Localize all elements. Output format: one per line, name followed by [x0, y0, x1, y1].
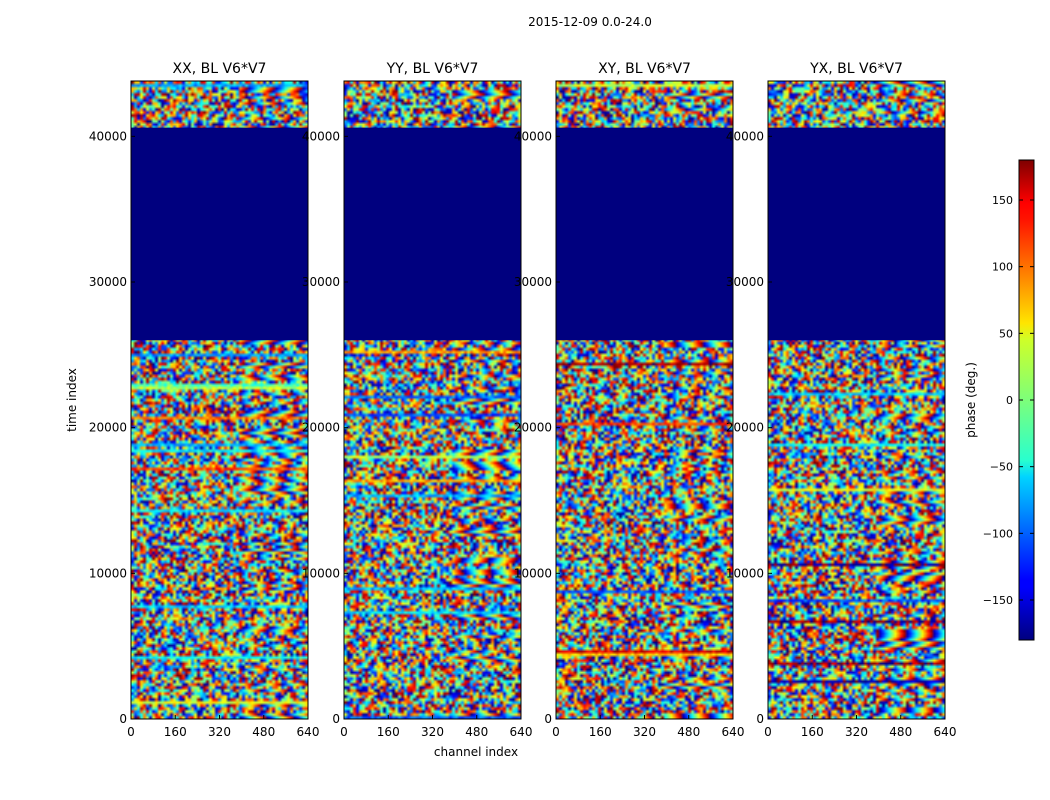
colorbar-tick-label: 150: [992, 194, 1013, 207]
colorbar-tick-label: 100: [992, 261, 1013, 274]
x-tick-label: 320: [208, 725, 231, 739]
colorbar-tick-label: −50: [990, 461, 1013, 474]
y-tick-label: 30000: [89, 275, 127, 289]
x-tick-label: 480: [465, 725, 488, 739]
y-tick-label: 40000: [514, 129, 552, 143]
x-tick-label: 640: [510, 725, 533, 739]
y-tick-label: 10000: [514, 566, 552, 580]
flagged-region: [768, 127, 945, 341]
x-tick-label: 0: [127, 725, 135, 739]
panel-title: XX, BL V6*V7: [173, 61, 267, 77]
panel-title: YY, BL V6*V7: [386, 61, 479, 77]
y-tick-label: 10000: [302, 566, 340, 580]
x-tick-label: 320: [633, 725, 656, 739]
y-tick-label: 30000: [514, 275, 552, 289]
x-tick-label: 320: [845, 725, 868, 739]
x-tick-label: 640: [722, 725, 745, 739]
y-tick-label: 10000: [89, 566, 127, 580]
x-tick-label: 160: [164, 725, 187, 739]
y-tick-label: 20000: [514, 421, 552, 435]
figure-title: 2015-12-09 0.0-24.0: [528, 15, 652, 29]
y-tick-label: 30000: [302, 275, 340, 289]
x-tick-label: 0: [764, 725, 772, 739]
x-tick-label: 480: [252, 725, 275, 739]
y-tick-label: 40000: [89, 129, 127, 143]
x-tick-label: 160: [801, 725, 824, 739]
panel-title: YX, BL V6*V7: [809, 61, 903, 77]
x-tick-label: 480: [677, 725, 700, 739]
y-tick-label: 0: [332, 712, 340, 726]
x-tick-label: 640: [297, 725, 320, 739]
panel-title: XY, BL V6*V7: [598, 61, 691, 77]
x-tick-label: 160: [377, 725, 400, 739]
y-tick-label: 0: [756, 712, 764, 726]
colorbar-label: phase (deg.): [964, 362, 978, 438]
x-tick-label: 160: [589, 725, 612, 739]
y-tick-label: 0: [119, 712, 127, 726]
flagged-region: [131, 127, 308, 341]
y-tick-label: 40000: [302, 129, 340, 143]
x-tick-label: 480: [889, 725, 912, 739]
colorbar-tick-label: −100: [983, 527, 1013, 540]
y-tick-label: 20000: [726, 421, 764, 435]
y-tick-label: 0: [544, 712, 552, 726]
x-tick-label: 320: [421, 725, 444, 739]
colorbar-tick-label: 0: [1006, 394, 1013, 407]
y-tick-label: 10000: [726, 566, 764, 580]
panel-2: YY, BL V6*V7 0 160 320 480 640 0 10000 20000 3000…: [302, 61, 533, 739]
panel-3: XY, BL V6*V7 0 160 320 480 640 0 10000 20000 3000…: [514, 61, 745, 739]
x-tick-label: 0: [340, 725, 348, 739]
y-tick-label: 20000: [302, 421, 340, 435]
panel-4: YX, BL V6*V7 0 160 320 480 640 0 10000 20000 3000…: [726, 61, 957, 739]
y-tick-label: 30000: [726, 275, 764, 289]
flagged-region: [556, 127, 733, 341]
y-tick-label: 20000: [89, 421, 127, 435]
panel-1: XX, BL V6*V7 0 160 320 480 640 0 10000 20000 3000…: [89, 61, 320, 739]
colorbar-tick-label: 50: [999, 327, 1013, 340]
colorbar-tick-label: −150: [983, 594, 1013, 607]
flagged-region: [344, 127, 521, 341]
x-tick-label: 640: [934, 725, 957, 739]
x-axis-label: channel index: [434, 745, 518, 759]
colorbar: 150 100 50 0 −50 −100 −150 phase (deg.): [964, 159, 1035, 641]
y-axis-label: time index: [65, 368, 79, 432]
x-tick-label: 0: [552, 725, 560, 739]
y-tick-label: 40000: [726, 129, 764, 143]
